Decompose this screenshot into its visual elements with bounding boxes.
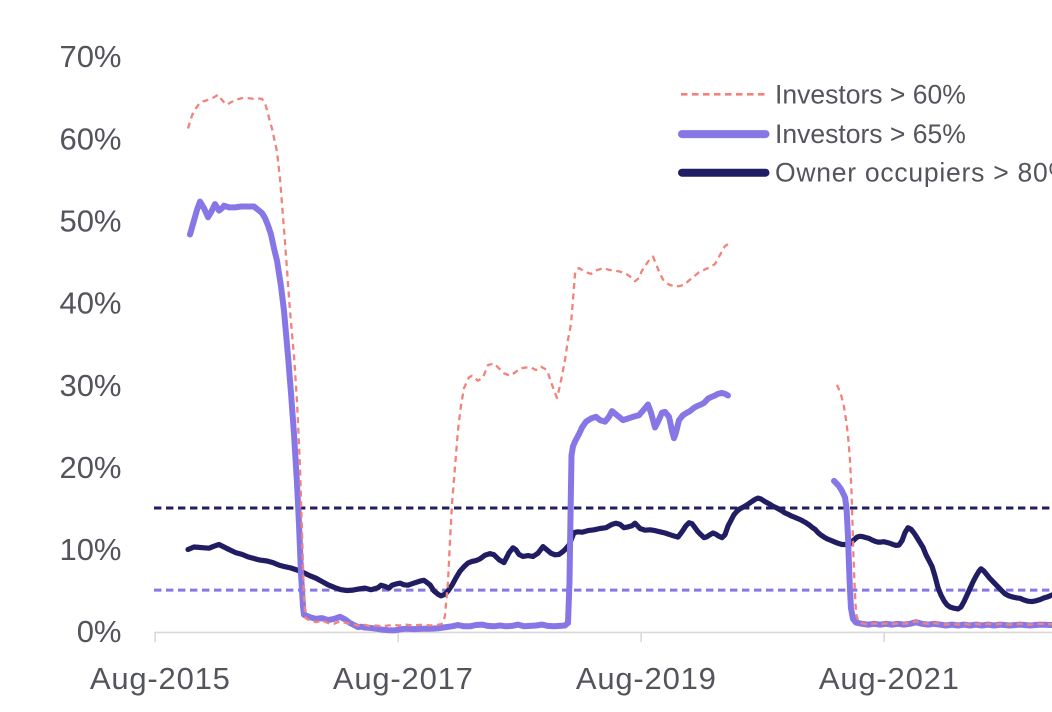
- svg-text:Owner occupiers > 80%: Owner occupiers > 80%: [775, 158, 1052, 188]
- svg-text:50%: 50%: [59, 204, 121, 239]
- svg-text:Aug-2015: Aug-2015: [90, 661, 231, 696]
- svg-text:Investors > 65%: Investors > 65%: [775, 119, 966, 149]
- svg-text:Aug-2017: Aug-2017: [333, 661, 474, 696]
- svg-text:Investors > 60%: Investors > 60%: [775, 79, 966, 109]
- svg-text:Aug-2019: Aug-2019: [576, 661, 717, 696]
- svg-text:0%: 0%: [77, 614, 122, 649]
- svg-text:20%: 20%: [59, 450, 121, 485]
- svg-text:40%: 40%: [59, 286, 121, 321]
- svg-text:30%: 30%: [59, 368, 121, 403]
- svg-text:70%: 70%: [59, 39, 121, 74]
- svg-text:60%: 60%: [59, 121, 121, 156]
- svg-text:10%: 10%: [59, 532, 121, 567]
- svg-text:Aug-2021: Aug-2021: [819, 661, 960, 696]
